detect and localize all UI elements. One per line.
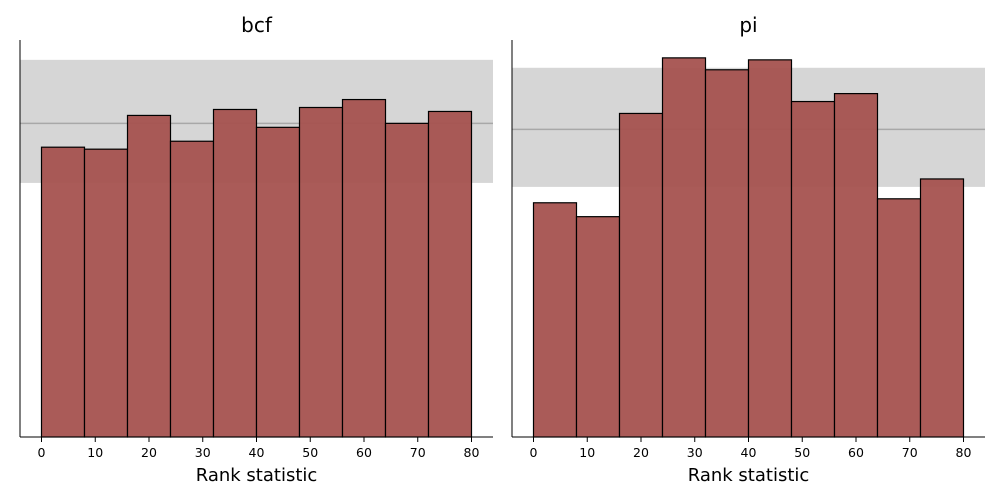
x-tick-label: 30 (687, 445, 703, 460)
histogram-bar (575, 216, 621, 438)
x-tick-label: 80 (956, 445, 972, 460)
x-tick-label: 60 (356, 445, 372, 460)
x-axis-label: Rank statistic (196, 465, 318, 486)
histogram-bar (83, 148, 129, 438)
x-tick-label: 40 (249, 445, 265, 460)
histogram-bar (661, 57, 707, 438)
histogram-bar (876, 198, 922, 438)
x-tick-label: 50 (302, 445, 318, 460)
histogram-bar (919, 178, 965, 438)
x-tick-label: 20 (141, 445, 157, 460)
x-tick-label: 10 (579, 445, 595, 460)
histogram-bar (341, 98, 387, 438)
histogram-bar (126, 114, 172, 438)
histogram-bar (298, 106, 344, 438)
histogram-panel: 0 10 20 30 40 50 60 70 80 bcf Rank statistic (19, 13, 493, 486)
x-tick-label: 10 (87, 445, 103, 460)
histogram-bar (747, 59, 793, 438)
histogram-bar (618, 112, 664, 438)
histogram-bar (833, 92, 879, 438)
histogram-bar (384, 122, 430, 438)
histogram-bar (40, 146, 86, 438)
chart-title: pi (739, 13, 757, 37)
x-tick-label: 40 (741, 445, 757, 460)
histogram-bar (532, 202, 578, 438)
x-tick-label: 60 (848, 445, 864, 460)
x-tick-label: 20 (633, 445, 649, 460)
x-tick-label: 70 (902, 445, 918, 460)
histogram-bar (212, 108, 258, 438)
x-tick-label: 70 (410, 445, 426, 460)
x-tick-label: 80 (464, 445, 480, 460)
chart-title: bcf (241, 13, 273, 37)
histogram-bar (704, 69, 750, 438)
x-tick-label: 0 (38, 445, 46, 460)
x-axis-label: Rank statistic (688, 465, 810, 486)
histogram-bar (255, 126, 301, 438)
x-tick-label: 50 (794, 445, 810, 460)
x-tick-label: 0 (530, 445, 538, 460)
x-tick-label: 30 (195, 445, 211, 460)
histogram-bar (790, 100, 836, 438)
histogram-panel: 0 10 20 30 40 50 60 70 80 pi Rank statistic (511, 13, 985, 486)
histogram-bar (169, 140, 215, 438)
histogram-bar (427, 110, 473, 438)
